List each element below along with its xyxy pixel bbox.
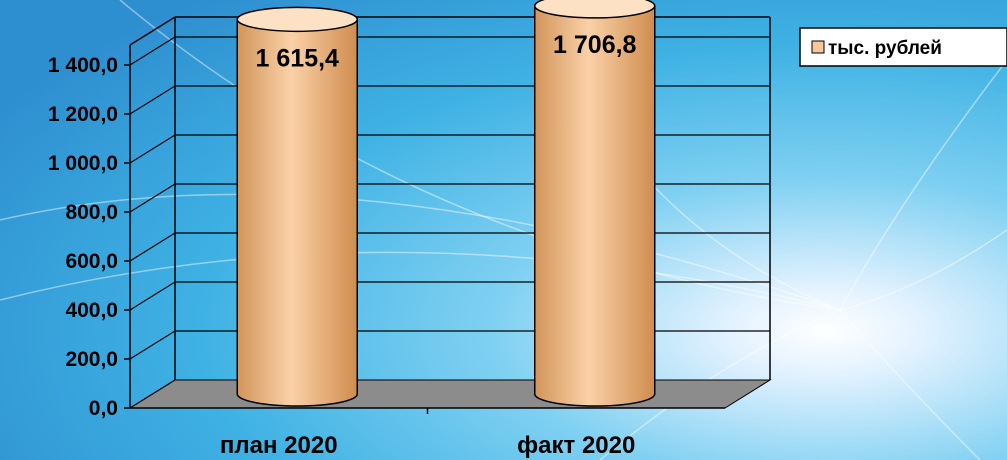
plot-area: 0,0 200,0 400,0 600,0 800,0 1 000,0 1 200,0 1 4… bbox=[48, 0, 772, 459]
cylinder-bar: 1 706,8 bbox=[534, 0, 656, 407]
side-gridline bbox=[129, 134, 176, 164]
cylinder-bar: 1 615,4 bbox=[236, 6, 358, 407]
category-label: факт 2020 bbox=[517, 432, 635, 459]
cylinder-top bbox=[534, 0, 656, 19]
cylinder-top bbox=[236, 6, 358, 33]
y-tick-label: 200,0 bbox=[65, 348, 118, 371]
chart-floor bbox=[128, 379, 772, 409]
y-tick-label: 800,0 bbox=[65, 201, 118, 224]
legend: тыс. рублей bbox=[799, 27, 1007, 67]
data-label: 1 706,8 bbox=[553, 31, 637, 59]
legend-box bbox=[799, 27, 1007, 67]
side-gridline bbox=[129, 183, 176, 213]
cylinder-body bbox=[534, 5, 656, 407]
y-tick-label: 600,0 bbox=[65, 250, 118, 273]
y-tick-label: 1 200,0 bbox=[48, 103, 118, 126]
legend-swatch bbox=[811, 40, 825, 54]
legend-label: тыс. рублей bbox=[828, 38, 942, 59]
side-gridline bbox=[129, 330, 176, 360]
side-gridline bbox=[129, 379, 176, 409]
side-wall-top-edge bbox=[129, 16, 176, 46]
y-tick-label: 0,0 bbox=[89, 397, 118, 420]
category-label: план 2020 bbox=[220, 432, 338, 459]
side-gridline bbox=[129, 232, 176, 262]
y-tick-label: 1 400,0 bbox=[48, 54, 118, 77]
data-label: 1 615,4 bbox=[256, 44, 340, 72]
side-gridline bbox=[129, 85, 176, 115]
y-tick-label: 1 000,0 bbox=[48, 152, 118, 175]
side-gridline bbox=[129, 36, 176, 66]
side-gridline bbox=[129, 281, 176, 311]
cylinder-body bbox=[236, 18, 358, 407]
y-tick-label: 400,0 bbox=[65, 299, 118, 322]
